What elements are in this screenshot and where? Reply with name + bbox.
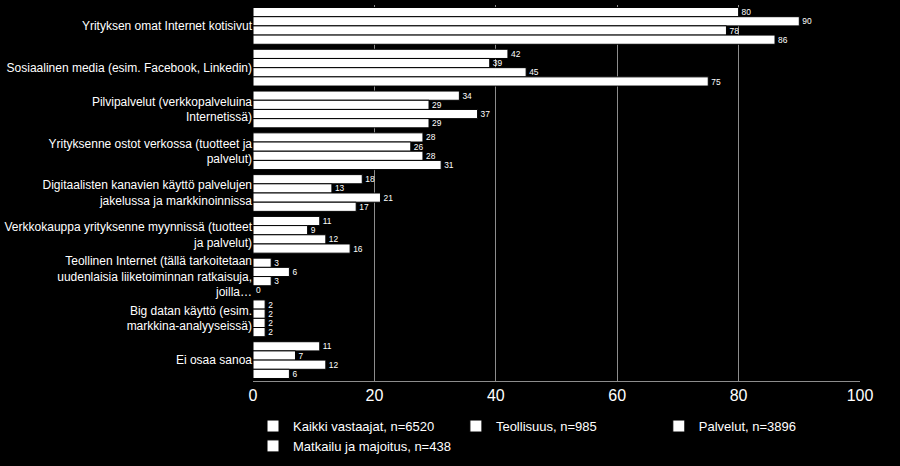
svg-text:78: 78 [729, 26, 739, 36]
svg-text:13: 13 [335, 183, 345, 193]
svg-text:75: 75 [711, 77, 721, 87]
svg-text:17: 17 [359, 202, 369, 212]
svg-text:18: 18 [365, 174, 375, 184]
svg-text:80: 80 [730, 387, 748, 404]
svg-text:Verkkokauppa yrityksenne myynn: Verkkokauppa yrityksenne myynnissä (tuot… [5, 220, 253, 250]
svg-text:Ei osaa sanoa: Ei osaa sanoa [176, 353, 252, 367]
svg-text:29: 29 [432, 100, 442, 110]
svg-text:16: 16 [353, 244, 363, 254]
svg-text:Digitaalisten kanavien käyttö: Digitaalisten kanavien käyttö palvelujen… [43, 178, 253, 208]
svg-text:26: 26 [414, 142, 424, 152]
svg-text:29: 29 [432, 118, 442, 128]
svg-text:6: 6 [292, 369, 297, 379]
svg-text:12: 12 [329, 234, 339, 244]
svg-text:60: 60 [608, 387, 626, 404]
svg-text:28: 28 [426, 151, 436, 161]
svg-text:3: 3 [274, 276, 279, 286]
svg-text:Teollisuus, n=985: Teollisuus, n=985 [496, 419, 597, 434]
svg-text:2: 2 [268, 309, 273, 319]
svg-text:2: 2 [268, 300, 273, 310]
svg-text:Pilvipalvelut (verkkopalveluin: Pilvipalvelut (verkkopalveluinaInterneti… [92, 95, 252, 125]
svg-text:Teollinen Internet (tällä tark: Teollinen Internet (tällä tarkoitetaanuu… [57, 254, 252, 299]
svg-text:Yrityksenne ostot verkossa (tu: Yrityksenne ostot verkossa (tuotteet jap… [49, 137, 253, 167]
svg-text:34: 34 [462, 91, 472, 101]
svg-text:40: 40 [487, 387, 505, 404]
svg-text:3: 3 [274, 258, 279, 268]
svg-text:2: 2 [268, 318, 273, 328]
svg-text:2: 2 [268, 327, 273, 337]
svg-text:Sosiaalinen media (esim. Faceb: Sosiaalinen media (esim. Facebook, Linke… [7, 61, 252, 75]
svg-text:45: 45 [529, 67, 539, 77]
svg-text:100: 100 [847, 387, 874, 404]
svg-text:31: 31 [444, 160, 454, 170]
svg-text:Palvelut, n=3896: Palvelut, n=3896 [699, 419, 796, 434]
svg-text:0: 0 [256, 285, 261, 295]
svg-text:42: 42 [511, 49, 521, 59]
svg-text:86: 86 [778, 35, 788, 45]
svg-text:Matkailu ja majoitus, n=438: Matkailu ja majoitus, n=438 [293, 439, 451, 454]
svg-text:37: 37 [481, 109, 491, 119]
svg-text:80: 80 [742, 7, 752, 17]
svg-text:11: 11 [323, 216, 332, 226]
svg-text:90: 90 [802, 16, 812, 26]
svg-text:7: 7 [298, 351, 303, 361]
svg-text:6: 6 [292, 267, 297, 277]
svg-text:12: 12 [329, 360, 339, 370]
svg-text:Big datan käyttö (esim.markkin: Big datan käyttö (esim.markkina-analyyse… [127, 304, 252, 334]
svg-text:39: 39 [493, 58, 503, 68]
svg-text:Kaikki vastaajat, n=6520: Kaikki vastaajat, n=6520 [293, 419, 434, 434]
svg-text:21: 21 [383, 193, 393, 203]
svg-text:9: 9 [311, 225, 316, 235]
svg-text:0: 0 [249, 387, 258, 404]
svg-text:20: 20 [366, 387, 384, 404]
svg-text:Yrityksen omat Internet kotisi: Yrityksen omat Internet kotisivut [82, 19, 253, 33]
svg-text:28: 28 [426, 132, 436, 142]
svg-text:11: 11 [323, 341, 332, 351]
